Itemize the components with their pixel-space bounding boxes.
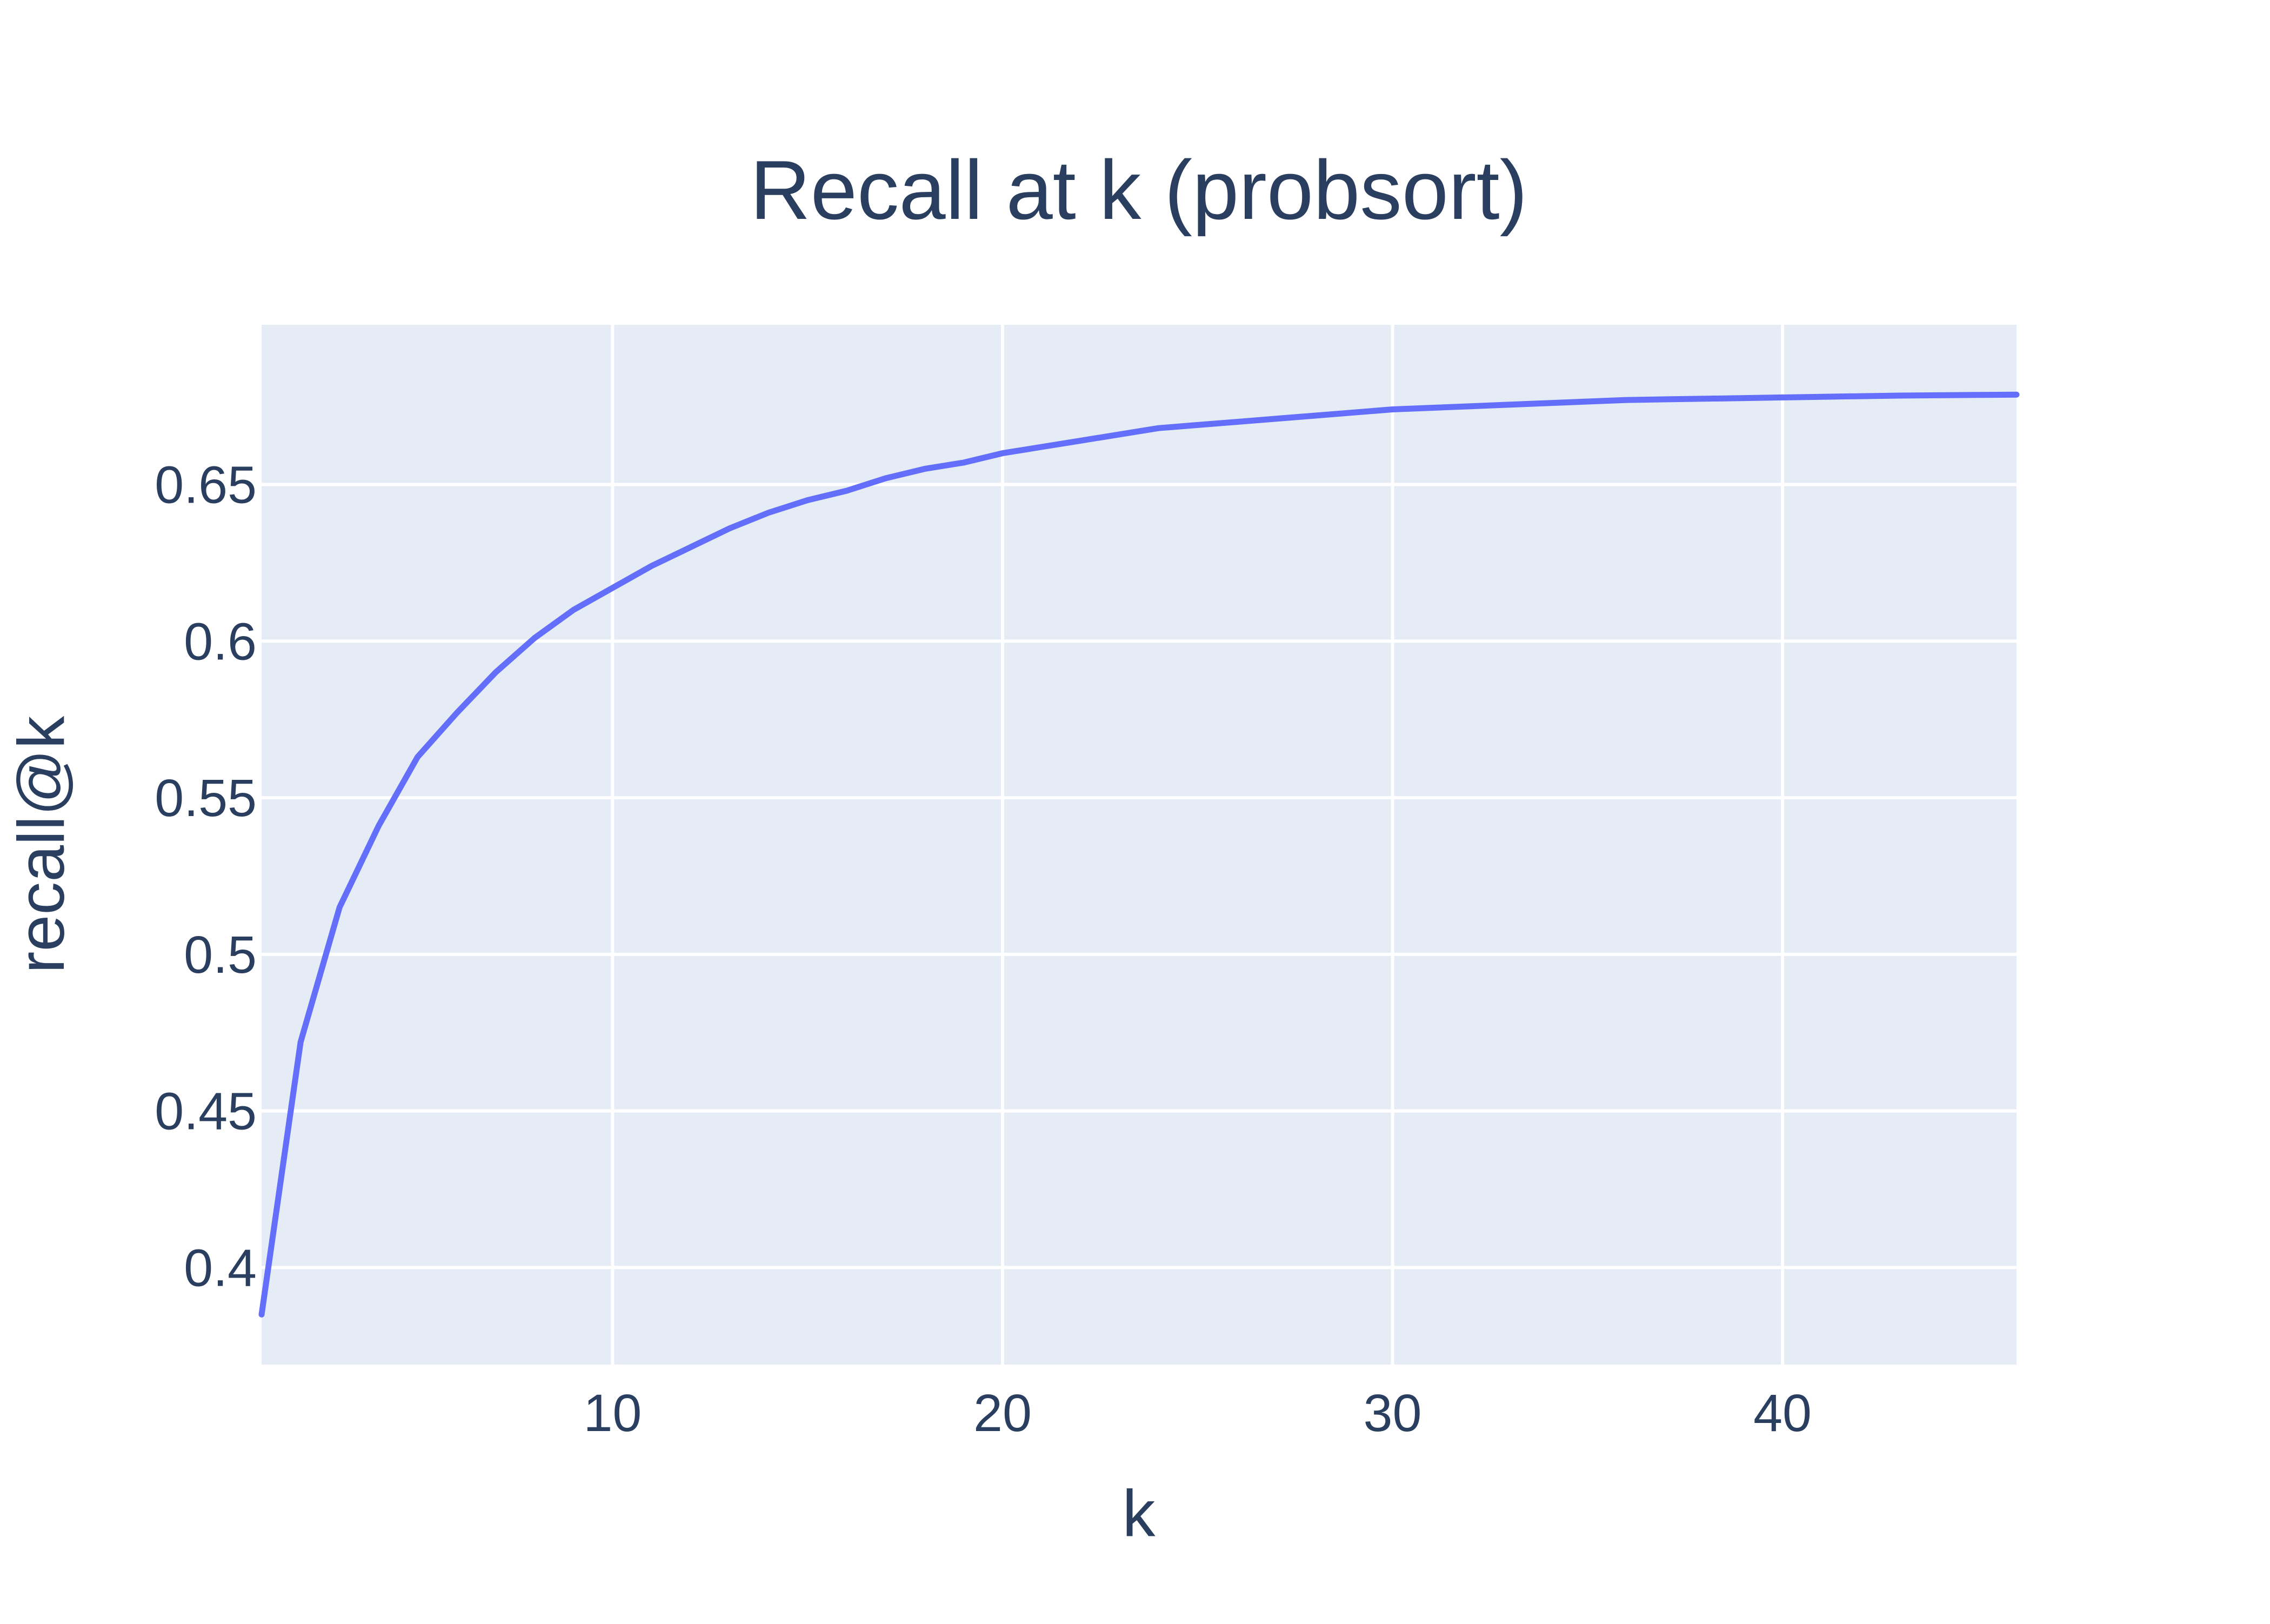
y-tick-label: 0.6 [184,612,257,671]
series-line [258,391,2020,1318]
x-tick-label: 10 [583,1384,642,1442]
plot-background [262,325,2017,1365]
x-tick-labels: 10 20 30 40 [583,1384,1812,1442]
y-tick-label: 0.55 [155,768,257,827]
y-tick-label: 0.4 [184,1238,257,1297]
y-gridlines [262,483,2017,1269]
x-tick-label: 40 [1753,1384,1812,1442]
y-tick-label: 0.65 [155,456,257,514]
y-tick-label: 0.45 [155,1082,257,1141]
series-layer [258,391,2020,1318]
y-tick-labels: 0.4 0.45 0.5 0.55 0.6 0.65 [155,456,257,1298]
x-gridlines [611,325,1785,1365]
chart-title: Recall at k (probsort) [750,143,1528,237]
x-tick-label: 20 [973,1384,1032,1442]
x-tick-label: 30 [1364,1384,1422,1442]
x-axis-title: k [1123,1476,1156,1550]
y-axis-title: recall@k [4,716,78,973]
y-tick-label: 0.5 [184,925,257,984]
